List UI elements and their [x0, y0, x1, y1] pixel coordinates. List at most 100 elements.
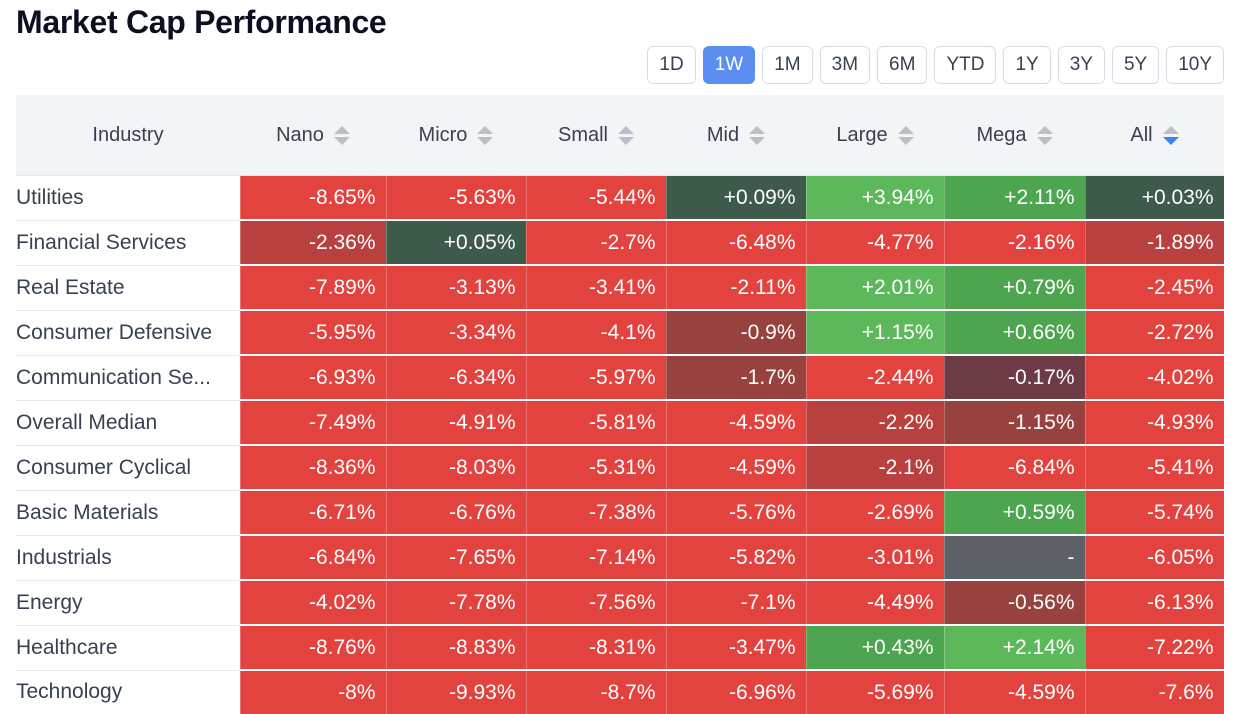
cell-large: +1.15% [806, 310, 945, 356]
cell-all: +0.03% [1085, 175, 1225, 221]
sort-descending-icon [1036, 136, 1053, 145]
sort-ascending-icon [477, 125, 494, 134]
cell-large: +0.43% [806, 625, 945, 671]
cell-small: -5.31% [526, 445, 667, 491]
table-row[interactable]: Energy -4.02% -7.78% -7.56% -7.1% -4.49% -0.56… [16, 580, 1225, 626]
period-button-10y[interactable]: 10Y [1166, 46, 1224, 84]
cell-nano: -6.71% [240, 490, 387, 536]
sort-descending-icon [897, 136, 914, 145]
cell-small: -5.44% [526, 175, 667, 221]
sort-descending-icon [1162, 136, 1179, 145]
period-button-1m[interactable]: 1M [762, 46, 813, 84]
cell-micro: -7.65% [386, 535, 527, 581]
cell-small: -8.31% [526, 625, 667, 671]
sort-toggle-mid[interactable]: Mid [707, 124, 766, 147]
cell-mega: -1.15% [944, 400, 1086, 446]
table-row[interactable]: Utilities -8.65% -5.63% -5.44% +0.09% +3.94% +… [16, 175, 1225, 221]
period-button-1w[interactable]: 1W [702, 46, 756, 84]
period-button-5y[interactable]: 5Y [1111, 46, 1160, 84]
cell-all: -7.6% [1085, 670, 1225, 714]
period-button-6m[interactable]: 6M [877, 46, 928, 84]
industry-name: Consumer Cyclical [16, 445, 241, 491]
table-row[interactable]: Industrials -6.84% -7.65% -7.14% -5.82% -3.01… [16, 535, 1225, 581]
cell-small: -5.81% [526, 400, 667, 446]
sort-toggle-nano[interactable]: Nano [276, 124, 350, 147]
cell-mega: +2.14% [944, 625, 1086, 671]
cell-micro: -9.93% [386, 670, 527, 714]
cell-large: -2.44% [806, 355, 945, 401]
column-header-all[interactable]: All [1085, 95, 1224, 176]
cell-small: -8.7% [526, 670, 667, 714]
sort-toggle-all[interactable]: All [1130, 124, 1179, 147]
sort-toggle-large[interactable]: Large [836, 123, 914, 147]
table-row[interactable]: Real Estate -7.89% -3.13% -3.41% -2.11% +2.01… [16, 265, 1225, 311]
period-button-3m[interactable]: 3M [819, 46, 871, 84]
period-button-1d[interactable]: 1D [647, 46, 696, 84]
period-button-3y[interactable]: 3Y [1057, 46, 1105, 84]
cell-all: -1.89% [1085, 220, 1225, 266]
cell-mid: -1.7% [666, 355, 807, 401]
cell-nano: -8.65% [240, 175, 387, 221]
page-title: Market Cap Performance [16, 4, 387, 40]
cell-micro: -8.83% [386, 625, 527, 671]
industry-name: Utilities [16, 175, 241, 221]
cell-mid: -2.11% [666, 265, 807, 311]
cell-micro: -5.63% [386, 175, 527, 221]
cell-mid: -5.76% [666, 490, 807, 536]
cell-large: +2.01% [806, 265, 945, 311]
column-header-mega[interactable]: Mega [944, 95, 1085, 176]
cell-mid: -6.96% [666, 670, 807, 714]
column-header-small[interactable]: Small [526, 95, 666, 176]
cell-mega: -0.56% [944, 580, 1086, 626]
cell-micro: -3.34% [386, 310, 527, 356]
industry-name: Financial Services [16, 220, 241, 266]
table-row[interactable]: Technology -8% -9.93% -8.7% -6.96% -5.69% -4.5… [16, 670, 1225, 714]
cell-all: -2.72% [1085, 310, 1225, 356]
period-button-1y[interactable]: 1Y [1003, 46, 1051, 84]
cell-mega: -4.59% [944, 670, 1086, 714]
cell-mid: -6.48% [666, 220, 807, 266]
sort-icon [1162, 125, 1179, 145]
sort-icon [1036, 125, 1053, 145]
column-header-large[interactable]: Large [806, 95, 944, 176]
table-row[interactable]: Overall Median -7.49% -4.91% -5.81% -4.59% -2… [16, 400, 1225, 446]
industry-name: Consumer Defensive [16, 310, 241, 356]
industry-name: Basic Materials [16, 490, 241, 536]
cell-mid: +0.09% [666, 175, 807, 221]
cell-mega: - [944, 535, 1086, 581]
cell-mid: -4.59% [666, 400, 807, 446]
cell-small: -7.56% [526, 580, 667, 626]
table-row[interactable]: Healthcare -8.76% -8.83% -8.31% -3.47% +0.43%… [16, 625, 1225, 671]
column-header-label: Large [836, 123, 888, 146]
table-row[interactable]: Basic Materials -6.71% -6.76% -7.38% -5.76% -… [16, 490, 1225, 536]
sort-icon [897, 125, 914, 145]
cell-all: -5.74% [1085, 490, 1225, 536]
column-header-mid[interactable]: Mid [666, 95, 806, 176]
table-row[interactable]: Consumer Cyclical -8.36% -8.03% -5.31% -4.59… [16, 445, 1225, 491]
sort-toggle-micro[interactable]: Micro [419, 124, 494, 147]
industry-name: Communication Se... [16, 355, 241, 401]
column-header-nano[interactable]: Nano [240, 95, 386, 176]
period-button-ytd[interactable]: YTD [934, 46, 997, 84]
table-header-row: Industry Nano Micro Small Mid Large Mega All [16, 95, 1224, 176]
table-row[interactable]: Consumer Defensive -5.95% -3.34% -4.1% -0.9%… [16, 310, 1225, 356]
cell-mid: -0.9% [666, 310, 807, 356]
table-row[interactable]: Communication Se... -6.93% -6.34% -5.97% -1.… [16, 355, 1225, 401]
sort-descending-icon [333, 136, 350, 145]
cell-large: -5.69% [806, 670, 945, 714]
column-header-industry: Industry [16, 95, 240, 176]
cell-mega: +2.11% [944, 175, 1086, 221]
cell-mid: -5.82% [666, 535, 807, 581]
cell-nano: -6.93% [240, 355, 387, 401]
cell-nano: -5.95% [240, 310, 387, 356]
column-header-micro[interactable]: Micro [386, 95, 526, 176]
table-row[interactable]: Financial Services -2.36% +0.05% -2.7% -6.48… [16, 220, 1225, 266]
sort-ascending-icon [897, 125, 914, 134]
industry-name: Technology [16, 670, 241, 714]
cell-mega: -6.84% [944, 445, 1086, 491]
cell-mega: +0.79% [944, 265, 1086, 311]
sort-toggle-small[interactable]: Small [558, 124, 634, 147]
sort-toggle-mega[interactable]: Mega [976, 124, 1053, 147]
sort-descending-icon [618, 136, 634, 145]
cell-micro: -6.76% [386, 490, 527, 536]
